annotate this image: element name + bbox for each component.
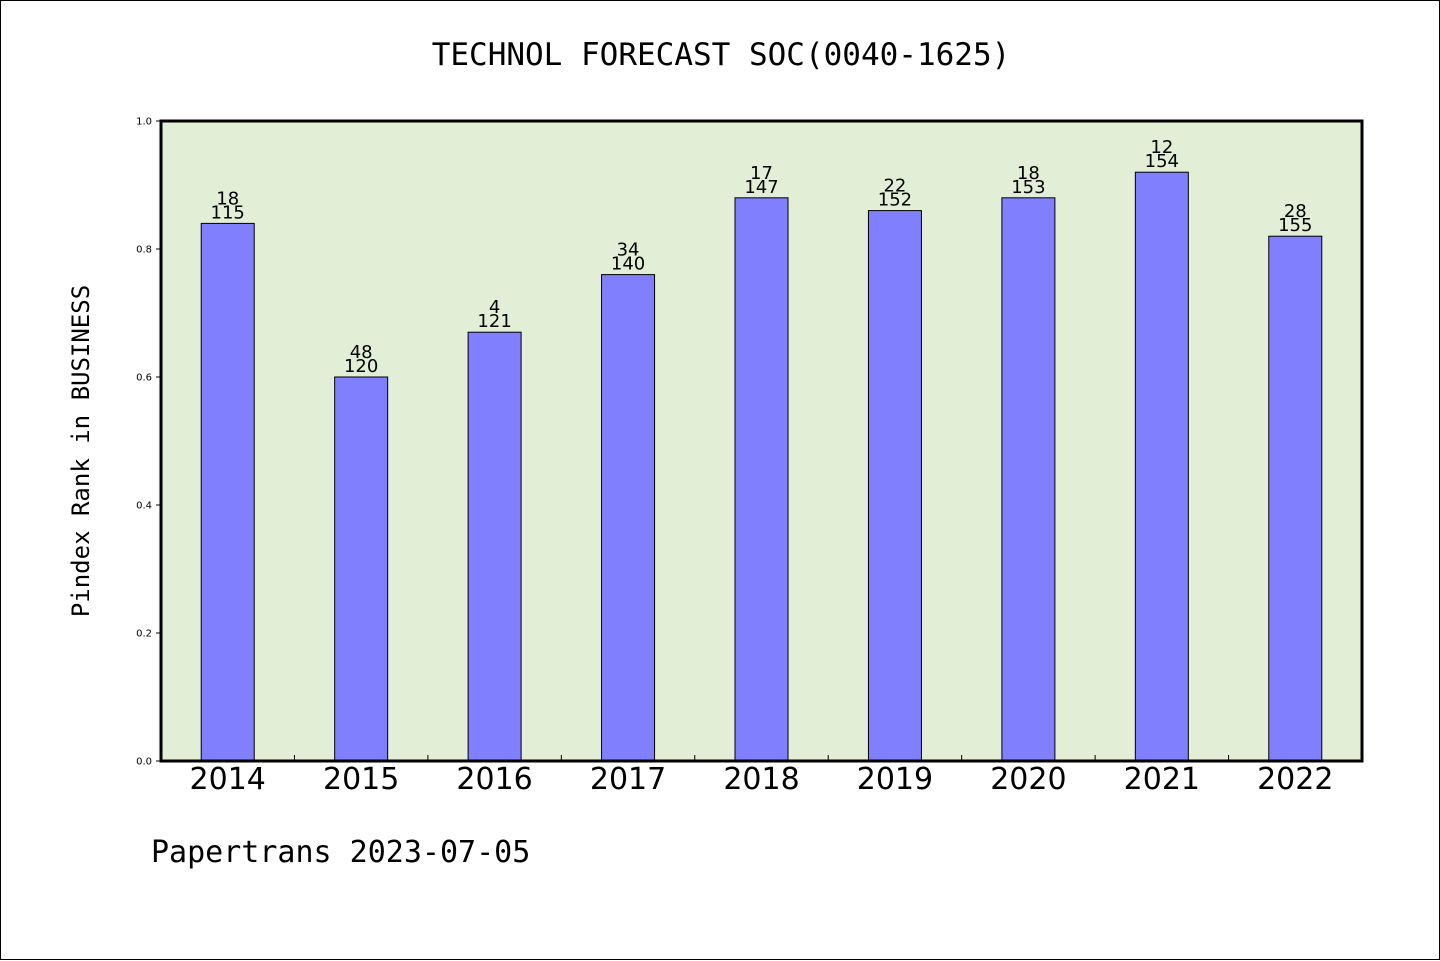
- bar-label-top-2017: 34: [617, 240, 640, 261]
- footer-source: Papertrans 2023-07-05: [151, 835, 531, 870]
- bar-label-bottom-2017: 140: [611, 254, 645, 275]
- y-tick-label: 0.8: [136, 245, 152, 256]
- chart-title: TECHNOL FORECAST SOC(0040-1625): [431, 37, 1011, 73]
- bar-label-bottom-2015: 120: [344, 356, 378, 377]
- x-tick-label-2018: 2018: [723, 762, 799, 797]
- bar-2014: [200, 222, 255, 762]
- y-tick-label: 0.4: [136, 501, 152, 512]
- bar-2016: [467, 331, 522, 762]
- y-tick-label: 0.0: [136, 757, 152, 768]
- x-tick-label-2022: 2022: [1257, 762, 1333, 797]
- bar-label-bottom-2018: 147: [744, 177, 778, 198]
- bar-label-bottom-2016: 121: [477, 311, 511, 332]
- y-tick-label: 1.0: [136, 117, 152, 128]
- bar-label-top-2015: 48: [350, 342, 373, 363]
- bar-label-top-2016: 4: [489, 297, 500, 318]
- x-tick-label-2016: 2016: [456, 762, 532, 797]
- x-tick-label-2020: 2020: [990, 762, 1066, 797]
- bar-2019: [867, 210, 922, 762]
- bar-label-top-2018: 17: [750, 163, 773, 184]
- plot-border: [159, 119, 1364, 763]
- bar-label-bottom-2021: 154: [1145, 151, 1179, 172]
- y-tick-label: 0.2: [136, 629, 152, 640]
- bar-2015: [334, 376, 389, 762]
- bar-2022: [1268, 235, 1323, 762]
- bar-label-bottom-2020: 153: [1011, 177, 1045, 198]
- bar-2018: [734, 197, 789, 762]
- bar-label-bottom-2022: 155: [1278, 215, 1312, 236]
- x-tick-label-2017: 2017: [590, 762, 666, 797]
- y-tick-label: 0.6: [136, 373, 152, 384]
- bar-label-top-2021: 12: [1150, 137, 1173, 158]
- bar-label-top-2019: 22: [883, 176, 906, 197]
- bar-label-top-2014: 18: [216, 188, 239, 209]
- bar-label-top-2022: 28: [1284, 201, 1307, 222]
- bar-2021: [1134, 171, 1189, 762]
- x-tick-label-2014: 2014: [190, 762, 266, 797]
- bar-label-bottom-2019: 152: [878, 190, 912, 211]
- bar-2017: [601, 274, 656, 762]
- bar-label-top-2020: 18: [1017, 163, 1040, 184]
- x-tick-label-2015: 2015: [323, 762, 399, 797]
- bar-2020: [1001, 197, 1056, 762]
- x-tick-label-2021: 2021: [1124, 762, 1200, 797]
- bar-label-bottom-2014: 115: [211, 202, 245, 223]
- x-tick-label-2019: 2019: [857, 762, 933, 797]
